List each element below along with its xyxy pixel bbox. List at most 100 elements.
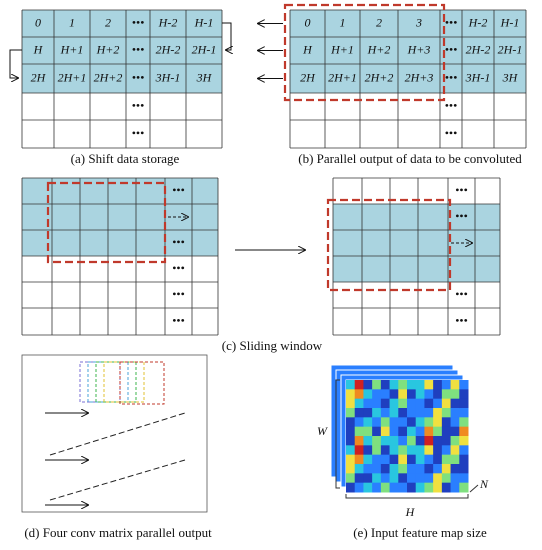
map-cell	[450, 436, 460, 446]
map-cell	[354, 389, 364, 400]
map-cell	[415, 473, 425, 484]
cell-label: H+1	[60, 42, 84, 56]
map-cell	[380, 473, 391, 484]
map-cell	[459, 426, 469, 437]
map-cell	[450, 417, 460, 428]
map-cell	[424, 445, 434, 456]
map-cell	[398, 380, 408, 390]
map-cell	[398, 426, 408, 437]
map-cell	[433, 473, 443, 484]
width-label: W	[317, 424, 328, 438]
cell-label: 2H-2	[156, 42, 181, 56]
ellipsis: •••	[172, 235, 185, 249]
blue-area	[290, 10, 526, 93]
map-cell	[346, 482, 356, 493]
map-cell	[450, 464, 460, 474]
brace	[469, 484, 479, 493]
conv-box	[103, 361, 145, 403]
map-cell	[354, 482, 364, 493]
cell-label: H+2	[96, 42, 120, 56]
map-cell	[415, 454, 425, 465]
map-cell	[459, 436, 469, 446]
map-cell	[354, 417, 364, 428]
map-cell	[459, 398, 469, 409]
map-cell	[372, 417, 382, 428]
map-cell	[415, 426, 425, 437]
map-cell	[459, 464, 469, 474]
map-cell	[424, 464, 434, 474]
map-cell	[346, 408, 356, 418]
map-cell	[407, 454, 417, 465]
window	[326, 198, 452, 292]
cell-label: H-1	[500, 15, 520, 29]
map-cell	[450, 426, 460, 437]
map-cell	[433, 445, 443, 456]
window	[46, 181, 167, 264]
map-cell	[407, 408, 417, 418]
caption: (d) Four conv matrix parallel output	[24, 525, 212, 540]
blue-area	[22, 10, 222, 93]
map-cell	[363, 454, 373, 465]
cell-label: 2H+3	[405, 70, 434, 84]
caption: (e) Input feature map size	[353, 525, 487, 540]
map-cell	[380, 426, 391, 437]
map-cell	[380, 482, 391, 493]
cell-label: 2	[376, 15, 382, 29]
cell-label: •••	[445, 70, 458, 84]
ellipsis: •••	[445, 126, 458, 140]
map-cell	[372, 473, 382, 484]
map-cell	[372, 426, 382, 437]
map-cell	[441, 482, 452, 493]
scan-line	[49, 459, 186, 501]
map-cell	[450, 454, 460, 465]
map-cell	[354, 454, 364, 465]
map-cell	[459, 417, 469, 428]
cell-label: 2H-2	[466, 42, 491, 56]
cell-label: 2H	[31, 70, 47, 84]
map-cell	[450, 445, 460, 456]
map-cell	[424, 473, 434, 484]
map-cell	[346, 417, 356, 428]
map-cell	[389, 408, 399, 418]
map-cell	[354, 380, 364, 390]
map-cell	[407, 389, 417, 400]
brace	[335, 379, 340, 489]
map-cell	[407, 436, 417, 446]
map-cell	[415, 389, 425, 400]
shift-arrow	[9, 49, 22, 78]
map-cell	[407, 464, 417, 474]
map-cell	[354, 426, 364, 437]
ellipsis: •••	[132, 98, 145, 112]
blue-area	[22, 178, 218, 256]
brace	[345, 494, 469, 499]
map-cell	[346, 436, 356, 446]
map-cell	[415, 464, 425, 474]
map-cell	[407, 398, 417, 409]
cell-label: H+3	[407, 42, 431, 56]
map-cell	[398, 417, 408, 428]
map-cell	[441, 389, 452, 400]
ellipsis: •••	[172, 287, 185, 301]
map-cell	[363, 417, 373, 428]
cell-label: H-1	[194, 15, 214, 29]
map-cell	[372, 436, 382, 446]
map-cell	[433, 426, 443, 437]
map-cell	[424, 380, 434, 390]
depth-label: N	[479, 477, 489, 491]
map-cell	[346, 473, 356, 484]
cell-label: H-2	[158, 15, 178, 29]
map-cell	[354, 445, 364, 456]
cell-label: 2H	[300, 70, 316, 84]
map-cell	[363, 380, 373, 390]
map-cell	[441, 417, 452, 428]
cell-label: 2	[105, 15, 111, 29]
map-cell	[389, 389, 399, 400]
map-cell	[389, 398, 399, 409]
map-cell	[346, 426, 356, 437]
map-cell	[354, 473, 364, 484]
cell-label: H-2	[468, 15, 488, 29]
map-cell	[424, 417, 434, 428]
ellipsis: •••	[172, 261, 185, 275]
map-cell	[398, 445, 408, 456]
